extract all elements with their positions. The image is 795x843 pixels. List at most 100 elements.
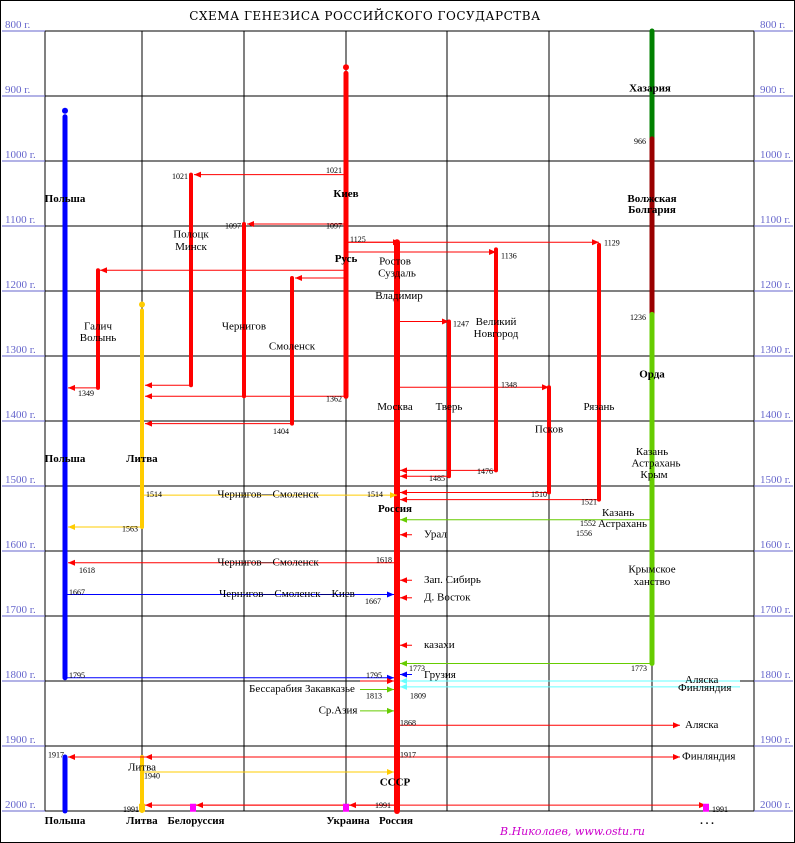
state-label: Ростов — [379, 255, 411, 267]
state-label: Крым — [640, 469, 667, 481]
state-label: Астрахань — [598, 518, 647, 530]
state-label: Псков — [535, 424, 563, 436]
state-label: Смоленск — [269, 341, 316, 353]
event-year-label: 1795 — [366, 671, 382, 680]
state-label: казахи — [424, 639, 455, 651]
event-year-label: 1868 — [400, 719, 416, 728]
year-axis-label: 1600 г. — [760, 539, 791, 551]
arrow-head — [145, 393, 152, 400]
state-label: Волжская — [627, 193, 676, 205]
year-axis-label: 1200 г. — [760, 279, 791, 291]
state-label: Москва — [377, 401, 413, 413]
year-axis-label: 1900 г. — [5, 734, 36, 746]
arrow-head — [387, 769, 394, 775]
state-label: Польша — [45, 193, 86, 205]
state-origin-dot — [62, 107, 68, 114]
year-axis-label: 800 г. — [760, 19, 786, 31]
state-label: Астрахань — [631, 458, 680, 470]
state-label: Аляска — [685, 719, 719, 731]
state-label: Крымское — [628, 563, 675, 575]
arrow-head — [592, 239, 599, 246]
event-year-label: 1247 — [453, 320, 469, 329]
year-axis-label: 1600 г. — [5, 539, 36, 551]
event-year-label: 1097 — [326, 221, 342, 230]
event-year-label: 1348 — [501, 381, 517, 390]
arrow-head — [387, 591, 394, 598]
year-axis-label: 1100 г. — [5, 214, 36, 226]
event-year-label: 1991 — [375, 801, 391, 810]
year-axis-label: 900 г. — [5, 84, 31, 96]
state-label: Владимир — [375, 290, 423, 302]
state-origin-dot — [139, 301, 145, 308]
year-axis-label: 1500 г. — [5, 474, 36, 486]
arrow-head — [400, 678, 407, 684]
arrow-head — [400, 671, 407, 678]
event-year-label: 1125 — [350, 235, 366, 244]
state-label: Ср.Азия — [319, 705, 358, 717]
arrow-head — [387, 686, 394, 693]
author-credit: В.Николаев, www.ostu.ru — [500, 825, 645, 838]
event-year-label: 1618 — [79, 566, 95, 575]
arrow-head — [400, 489, 407, 496]
state-label: ханство — [634, 576, 671, 588]
state-label: Тверь — [436, 401, 463, 413]
year-axis-label: 1100 г. — [760, 214, 791, 226]
event-year-label: 1940 — [144, 771, 160, 780]
arrow-head — [145, 754, 152, 761]
state-label: Литва — [126, 453, 158, 465]
event-year-label: 1556 — [576, 529, 592, 538]
state-label: Финляндия — [678, 682, 731, 694]
state-label: Великий — [476, 316, 517, 328]
year-axis-label: 1700 г. — [5, 604, 36, 616]
year-axis-label: 1400 г. — [760, 409, 791, 421]
state-label: Литва — [126, 815, 158, 827]
event-year-label: 1809 — [410, 691, 426, 700]
state-label: Чернигов — [222, 320, 266, 332]
arrow-head — [68, 559, 75, 566]
arrow-head — [196, 802, 203, 809]
arrow-head — [400, 642, 407, 649]
end-marker — [343, 803, 349, 812]
event-year-label: 1773 — [409, 664, 425, 673]
state-label: Польша — [45, 453, 86, 465]
year-axis-label: 1500 г. — [760, 474, 791, 486]
end-marker — [703, 803, 709, 812]
event-year-label: 1021 — [326, 166, 342, 175]
end-marker — [139, 803, 145, 812]
year-axis-label: 1000 г. — [5, 149, 36, 161]
year-axis-label: 1200 г. — [5, 279, 36, 291]
arrow-head — [68, 754, 75, 761]
arrow-head — [145, 382, 152, 389]
event-year-label: 1236 — [630, 313, 646, 322]
event-year-label: 1514 — [367, 490, 383, 499]
state-label: Галич — [84, 320, 112, 332]
event-year-label: 1813 — [366, 691, 382, 700]
event-year-label: 1917 — [48, 750, 64, 759]
arrow-head — [400, 467, 407, 474]
arrow-head — [400, 516, 407, 523]
state-label: Белоруссия — [167, 815, 224, 827]
event-year-label: 1129 — [604, 238, 620, 247]
event-year-label: 966 — [634, 137, 646, 146]
arrow-head — [194, 171, 201, 178]
event-year-label: 1773 — [631, 664, 647, 673]
page-title: СХЕМА ГЕНЕЗИСА РОССИЙСКОГО ГОСУДАРСТВА — [189, 9, 541, 23]
event-year-label: 1991 — [123, 805, 139, 814]
state-label: Аляска — [685, 674, 719, 686]
arrow-head — [673, 722, 680, 729]
state-label: Чернигов—Смоленск — [217, 489, 319, 501]
event-year-label: 1991 — [712, 805, 728, 814]
state-label: Россия — [379, 815, 413, 827]
state-label: СССР — [380, 777, 411, 789]
arrow-head — [400, 473, 407, 480]
arrow-head — [489, 249, 496, 255]
arrow-head — [400, 531, 407, 538]
event-year-label: 1485 — [429, 474, 445, 483]
arrow-head — [145, 802, 152, 809]
year-axis-label: 1400 г. — [5, 409, 36, 421]
event-year-label: 1618 — [376, 555, 392, 564]
arrow-head — [400, 660, 407, 667]
year-axis-label: 1300 г. — [5, 344, 36, 356]
year-axis-label: 1800 г. — [5, 669, 36, 681]
year-axis-label: 2000 г. — [760, 799, 791, 811]
